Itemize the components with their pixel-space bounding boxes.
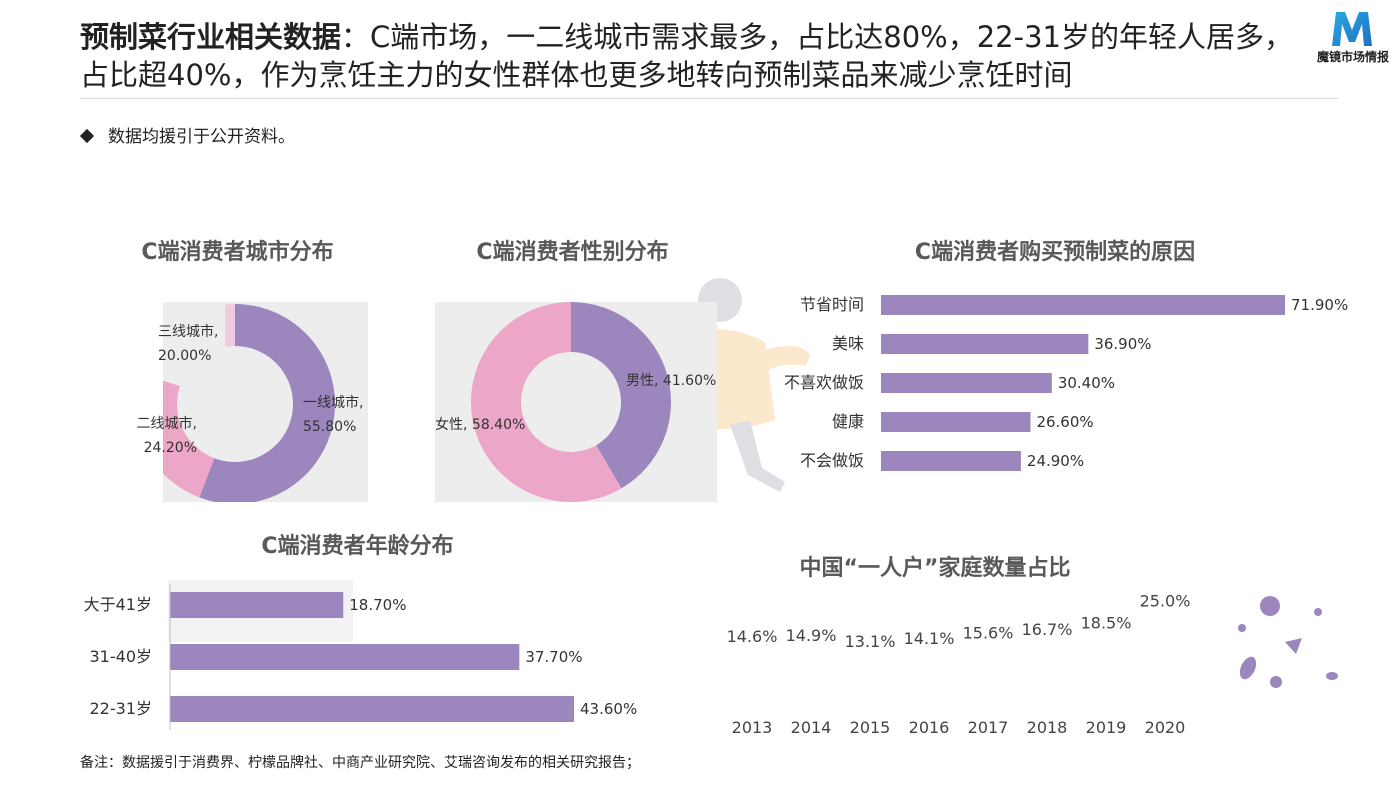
city-slice-tier3 <box>225 304 235 347</box>
household-year-tick: 2018 <box>1027 718 1068 737</box>
age-value-label: 18.70% <box>349 596 406 614</box>
city-tier1-value: 55.80% <box>303 419 357 435</box>
headline-rest: ：C端市场，一二线城市需求最多，占比达80%，22-31岁的年轻人居多，占比超4… <box>80 20 1293 92</box>
brand-logo-icon <box>1332 12 1372 46</box>
reasons-bar <box>881 295 1285 315</box>
gender-donut-chart <box>471 302 671 502</box>
reasons-value-label: 30.40% <box>1058 374 1115 392</box>
headline-bold: 预制菜行业相关数据 <box>80 20 342 54</box>
household-value-label: 14.1% <box>904 629 955 648</box>
city-tier3-value: 20.00% <box>158 348 212 364</box>
city-tier3-name: 三线城市, <box>158 324 219 340</box>
reasons-category-label: 不会做饭 <box>800 451 864 470</box>
household-year-tick: 2016 <box>909 718 950 737</box>
city-slice-label-tier3: 三线城市, 20.00% <box>158 320 218 368</box>
household-year-tick: 2013 <box>732 718 773 737</box>
bullet-note-text: 数据均援引于公开资料。 <box>108 127 295 147</box>
reasons-bar <box>881 373 1052 393</box>
age-value-label: 37.70% <box>525 648 582 666</box>
reasons-category-label: 节省时间 <box>800 295 864 314</box>
header-divider <box>80 98 1338 99</box>
reasons-bar <box>881 451 1021 471</box>
city-slice-tier1 <box>199 304 335 502</box>
city-slice-label-tier1: 一线城市, 55.80% <box>303 391 363 439</box>
gender-female-name: 女性, <box>435 417 472 433</box>
bullet-note: 数据均援引于公开资料。 <box>79 122 295 147</box>
household-year-tick: 2017 <box>968 718 1009 737</box>
city-tier2-value: 24.20% <box>143 440 197 456</box>
household-line-chart: 14.6% 2013 14.9% 2014 13.1% 2015 14.1% 2016 15.6… <box>727 591 1191 737</box>
footnote: 备注：数据援引于消费界、柠檬品牌社、中商产业研究院、艾瑞咨询发布的相关研究报告； <box>80 755 640 771</box>
age-bar <box>170 592 344 618</box>
age-bar <box>170 696 574 722</box>
city-donut-chart <box>163 304 335 502</box>
gender-slice-label-female: 女性, 58.40% <box>435 414 525 434</box>
age-category-label: 22-31岁 <box>90 699 153 718</box>
gender-female-value: 58.40% <box>471 417 526 433</box>
reasons-bar <box>881 412 1031 432</box>
reasons-category-label: 美味 <box>832 334 864 353</box>
household-value-label: 15.6% <box>963 624 1014 643</box>
reasons-value-label: 26.60% <box>1036 413 1093 431</box>
reasons-category-label: 健康 <box>832 412 864 431</box>
reasons-chart-title: C端消费者购买预制菜的原因 <box>914 240 1196 265</box>
household-year-tick: 2014 <box>791 718 832 737</box>
city-slice-label-tier2: 二线城市, 24.20% <box>117 412 197 460</box>
city-chart-title: C端消费者城市分布 <box>141 240 334 265</box>
household-value-label: 13.1% <box>845 632 896 651</box>
age-value-label: 43.60% <box>580 700 637 718</box>
city-tier2-name: 二线城市, <box>136 416 197 432</box>
age-bar <box>170 644 520 670</box>
reasons-bar-chart: 节省时间 71.90% 美味 36.90% 不喜欢做饭 30.40% 健康 26.60% 不会做… <box>784 295 1348 471</box>
household-chart-title: 中国“一人户”家庭数量占比 <box>799 556 1071 581</box>
age-category-label: 31-40岁 <box>90 647 153 666</box>
household-value-label: 18.5% <box>1081 614 1132 633</box>
age-chart-title: C端消费者年龄分布 <box>261 534 454 559</box>
household-year-tick: 2020 <box>1145 718 1186 737</box>
household-value-label: 14.6% <box>727 627 778 646</box>
reasons-value-label: 24.90% <box>1027 452 1084 470</box>
diamond-bullet-icon <box>79 128 95 144</box>
age-category-label: 大于41岁 <box>84 595 152 614</box>
decorative-dots-icon <box>1238 596 1338 688</box>
age-bar-chart: 大于41岁 18.70% 31-40岁 37.70% 22-31岁 43.60% <box>84 584 637 730</box>
gender-slice-female <box>471 302 622 502</box>
gender-male-value: 41.60% <box>662 373 717 389</box>
reasons-bar <box>881 334 1089 354</box>
household-year-tick: 2015 <box>850 718 891 737</box>
city-tier1-name: 一线城市, <box>303 395 364 411</box>
household-value-label: 14.9% <box>786 626 837 645</box>
household-year-tick: 2019 <box>1086 718 1127 737</box>
page-headline: 预制菜行业相关数据：C端市场，一二线城市需求最多，占比达80%，22-31岁的年… <box>80 18 1320 94</box>
reasons-value-label: 36.90% <box>1094 335 1151 353</box>
brand-logo-text: 魔镜市场情报 <box>1316 50 1389 64</box>
reasons-value-label: 71.90% <box>1291 296 1348 314</box>
city-slice-tier2 <box>163 380 215 498</box>
gender-chart-title: C端消费者性别分布 <box>476 240 669 265</box>
household-value-label: 25.0% <box>1140 591 1191 610</box>
gender-male-name: 男性, <box>626 373 663 389</box>
gender-slice-label-male: 男性, 41.60% <box>626 370 716 390</box>
reasons-category-label: 不喜欢做饭 <box>784 373 864 392</box>
household-value-label: 16.7% <box>1022 620 1073 639</box>
gender-slice-male <box>571 302 671 489</box>
